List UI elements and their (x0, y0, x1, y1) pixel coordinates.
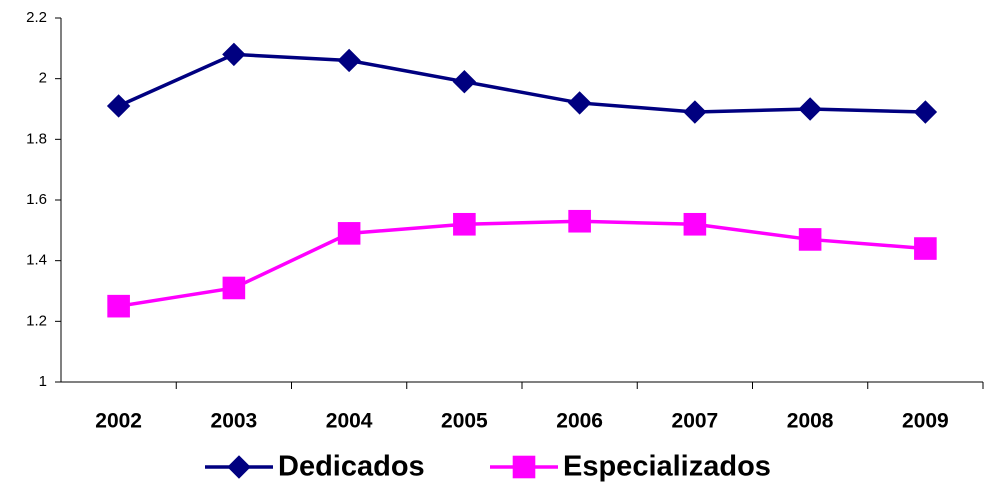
x-tick-label: 2009 (902, 410, 949, 433)
data-point (337, 48, 361, 73)
x-tick-label: 2004 (326, 410, 373, 433)
data-point (567, 91, 592, 115)
x-tick-label: 2003 (211, 410, 258, 433)
y-tick-label: 1.8 (26, 130, 47, 147)
series-line (117, 52, 926, 114)
x-tick-label: 2008 (787, 410, 834, 433)
y-tick-label: 1 (39, 373, 47, 390)
series-line (118, 219, 926, 308)
data-point (453, 212, 476, 236)
legend-marker (227, 455, 251, 479)
data-point (568, 209, 591, 233)
data-point (683, 212, 707, 236)
y-tick-label: 2 (39, 70, 47, 87)
data-point (798, 97, 822, 121)
y-tick-label: 1.4 (26, 252, 47, 269)
data-point (914, 237, 937, 260)
data-point (683, 100, 707, 124)
y-tick-label: 2.2 (26, 9, 47, 26)
data-point (452, 69, 477, 94)
x-tick-label: 2005 (441, 410, 488, 433)
legend-label: Dedicados (278, 451, 425, 483)
legend-label: Especializados (563, 451, 771, 483)
data-point (107, 294, 130, 318)
y-tick-label: 1.2 (26, 312, 47, 329)
data-point (222, 42, 246, 67)
x-tick-label: 2002 (95, 410, 142, 433)
legend-marker (512, 455, 536, 479)
data-point (222, 276, 246, 300)
data-point (913, 100, 938, 124)
data-point (106, 94, 131, 118)
data-point (337, 222, 361, 245)
x-tick-label: 2007 (672, 410, 719, 433)
x-tick-label: 2006 (556, 410, 603, 433)
data-point (798, 228, 822, 251)
y-tick-label: 1.6 (26, 191, 47, 208)
